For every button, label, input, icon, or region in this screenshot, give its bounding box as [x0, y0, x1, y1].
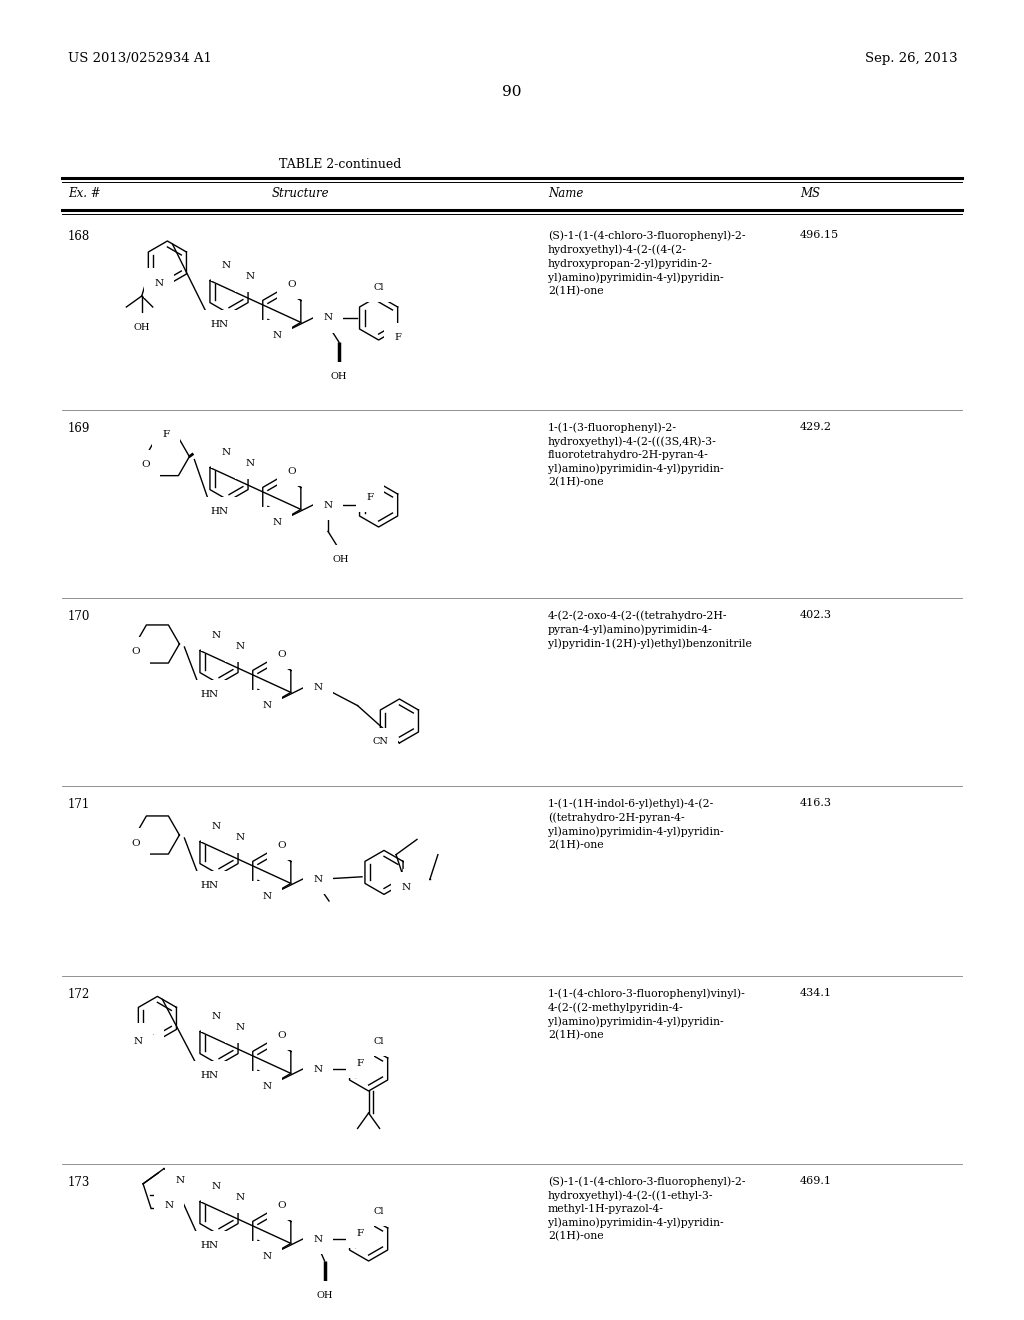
Text: N: N [313, 1064, 323, 1073]
Text: N: N [324, 314, 333, 322]
Text: 1-(1-(4-chloro-3-fluorophenyl)vinyl)-
4-(2-((2-methylpyridin-4-
yl)amino)pyrimid: 1-(1-(4-chloro-3-fluorophenyl)vinyl)- 4-… [548, 987, 745, 1040]
Text: US 2013/0252934 A1: US 2013/0252934 A1 [68, 51, 212, 65]
Text: Cl: Cl [374, 1208, 384, 1217]
Text: HN: HN [210, 319, 228, 329]
Text: 90: 90 [502, 84, 522, 99]
Text: N: N [313, 874, 323, 883]
Text: N: N [246, 272, 255, 281]
Text: 402.3: 402.3 [800, 610, 831, 620]
Text: N: N [211, 631, 220, 640]
Text: N: N [262, 1082, 271, 1090]
Text: N: N [262, 701, 271, 710]
Text: OH: OH [333, 554, 349, 564]
Text: N: N [262, 892, 271, 900]
Text: 429.2: 429.2 [800, 422, 831, 432]
Text: O: O [141, 461, 150, 469]
Text: F: F [356, 1229, 364, 1238]
Text: N: N [246, 459, 255, 469]
Text: N: N [236, 642, 245, 651]
Text: (S)-1-(1-(4-chloro-3-fluorophenyl)-2-
hydroxyethyl)-4-(2-((1-ethyl-3-
methyl-1H-: (S)-1-(1-(4-chloro-3-fluorophenyl)-2- hy… [548, 1176, 745, 1241]
Text: F: F [356, 1059, 364, 1068]
Text: 168: 168 [68, 230, 90, 243]
Text: Name: Name [548, 187, 584, 201]
Text: O: O [131, 648, 139, 656]
Text: N: N [211, 822, 220, 832]
Text: 170: 170 [68, 610, 90, 623]
Text: N: N [221, 261, 230, 271]
Text: HN: HN [201, 882, 218, 890]
Text: HN: HN [201, 1071, 218, 1080]
Text: O: O [278, 841, 286, 850]
Text: 1-(1-(1H-indol-6-yl)ethyl)-4-(2-
((tetrahydro-2H-pyran-4-
yl)amino)pyrimidin-4-y: 1-(1-(1H-indol-6-yl)ethyl)-4-(2- ((tetra… [548, 799, 724, 850]
Text: N: N [165, 1201, 173, 1210]
Text: CN: CN [373, 738, 388, 747]
Text: TABLE 2-continued: TABLE 2-continued [279, 158, 401, 172]
Text: 169: 169 [68, 422, 90, 436]
Text: HN: HN [201, 690, 218, 700]
Text: F: F [163, 430, 170, 440]
Text: Cl: Cl [374, 284, 384, 293]
Text: Sep. 26, 2013: Sep. 26, 2013 [865, 51, 958, 65]
Text: N: N [134, 1038, 143, 1045]
Text: Structure: Structure [271, 187, 329, 201]
Text: OH: OH [133, 322, 150, 331]
Text: N: N [236, 833, 245, 842]
Text: N: N [211, 1183, 220, 1191]
Text: 1-(1-(3-fluorophenyl)-2-
hydroxyethyl)-4-(2-(((3S,4R)-3-
fluorotetrahydro-2H-pyr: 1-(1-(3-fluorophenyl)-2- hydroxyethyl)-4… [548, 422, 724, 487]
Text: N: N [211, 1012, 220, 1022]
Text: MS: MS [800, 187, 820, 201]
Text: N: N [236, 1023, 245, 1032]
Text: N: N [401, 883, 411, 892]
Text: OH: OH [316, 1291, 333, 1300]
Text: N: N [236, 1193, 245, 1203]
Text: OH: OH [331, 372, 347, 381]
Text: 434.1: 434.1 [800, 987, 831, 998]
Text: 172: 172 [68, 987, 90, 1001]
Text: HN: HN [210, 507, 228, 516]
Text: 171: 171 [68, 799, 90, 810]
Text: O: O [278, 1031, 286, 1040]
Text: N: N [262, 1251, 271, 1261]
Text: Cl: Cl [374, 1038, 384, 1047]
Text: N: N [324, 500, 333, 510]
Text: F: F [394, 333, 401, 342]
Text: N: N [272, 331, 282, 339]
Text: 496.15: 496.15 [800, 230, 839, 240]
Text: N: N [155, 279, 164, 288]
Text: O: O [131, 838, 139, 847]
Text: F: F [366, 492, 373, 502]
Text: N: N [313, 684, 323, 693]
Text: N: N [272, 517, 282, 527]
Text: H: H [412, 878, 420, 887]
Text: O: O [288, 280, 296, 289]
Text: HN: HN [201, 1241, 218, 1250]
Text: 173: 173 [68, 1176, 90, 1189]
Text: 416.3: 416.3 [800, 799, 831, 808]
Text: N: N [175, 1176, 184, 1185]
Text: N: N [313, 1234, 323, 1243]
Text: 469.1: 469.1 [800, 1176, 831, 1185]
Text: O: O [278, 649, 286, 659]
Text: N: N [221, 447, 230, 457]
Text: O: O [278, 1201, 286, 1210]
Text: Ex. #: Ex. # [68, 187, 100, 201]
Text: 4-(2-(2-oxo-4-(2-((tetrahydro-2H-
pyran-4-yl)amino)pyrimidin-4-
yl)pyridin-1(2H): 4-(2-(2-oxo-4-(2-((tetrahydro-2H- pyran-… [548, 610, 752, 648]
Text: O: O [288, 467, 296, 477]
Text: (S)-1-(1-(4-chloro-3-fluorophenyl)-2-
hydroxyethyl)-4-(2-((4-(2-
hydroxypropan-2: (S)-1-(1-(4-chloro-3-fluorophenyl)-2- hy… [548, 230, 745, 296]
Text: N: N [144, 1034, 154, 1043]
